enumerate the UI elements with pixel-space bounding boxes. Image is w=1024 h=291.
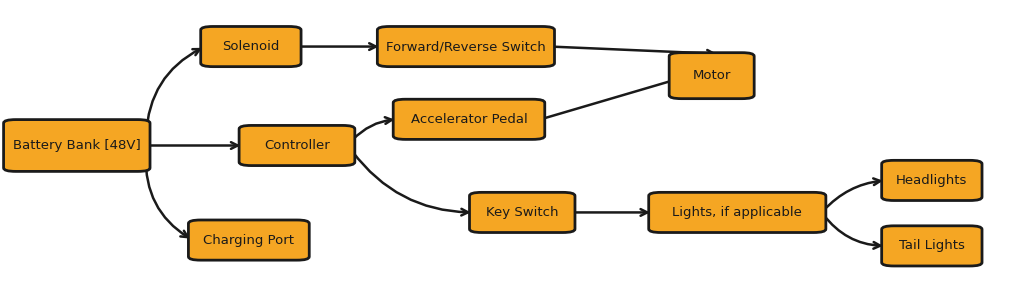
Text: Battery Bank [48V]: Battery Bank [48V] xyxy=(13,139,140,152)
Text: Tail Lights: Tail Lights xyxy=(899,239,965,252)
FancyBboxPatch shape xyxy=(3,120,151,171)
FancyBboxPatch shape xyxy=(469,192,575,233)
Text: Charging Port: Charging Port xyxy=(204,234,294,246)
Text: Controller: Controller xyxy=(264,139,330,152)
Text: Motor: Motor xyxy=(692,69,731,82)
Text: Lights, if applicable: Lights, if applicable xyxy=(673,206,802,219)
Text: Accelerator Pedal: Accelerator Pedal xyxy=(411,113,527,126)
FancyBboxPatch shape xyxy=(882,226,982,266)
Text: Key Switch: Key Switch xyxy=(486,206,558,219)
FancyBboxPatch shape xyxy=(393,99,545,139)
Text: Forward/Reverse Switch: Forward/Reverse Switch xyxy=(386,40,546,53)
FancyBboxPatch shape xyxy=(239,125,354,166)
FancyBboxPatch shape xyxy=(201,26,301,67)
FancyBboxPatch shape xyxy=(882,160,982,200)
FancyBboxPatch shape xyxy=(649,192,825,233)
Text: Solenoid: Solenoid xyxy=(222,40,280,53)
FancyBboxPatch shape xyxy=(377,26,555,67)
FancyBboxPatch shape xyxy=(188,220,309,260)
FancyBboxPatch shape xyxy=(670,53,754,99)
Text: Headlights: Headlights xyxy=(896,174,968,187)
